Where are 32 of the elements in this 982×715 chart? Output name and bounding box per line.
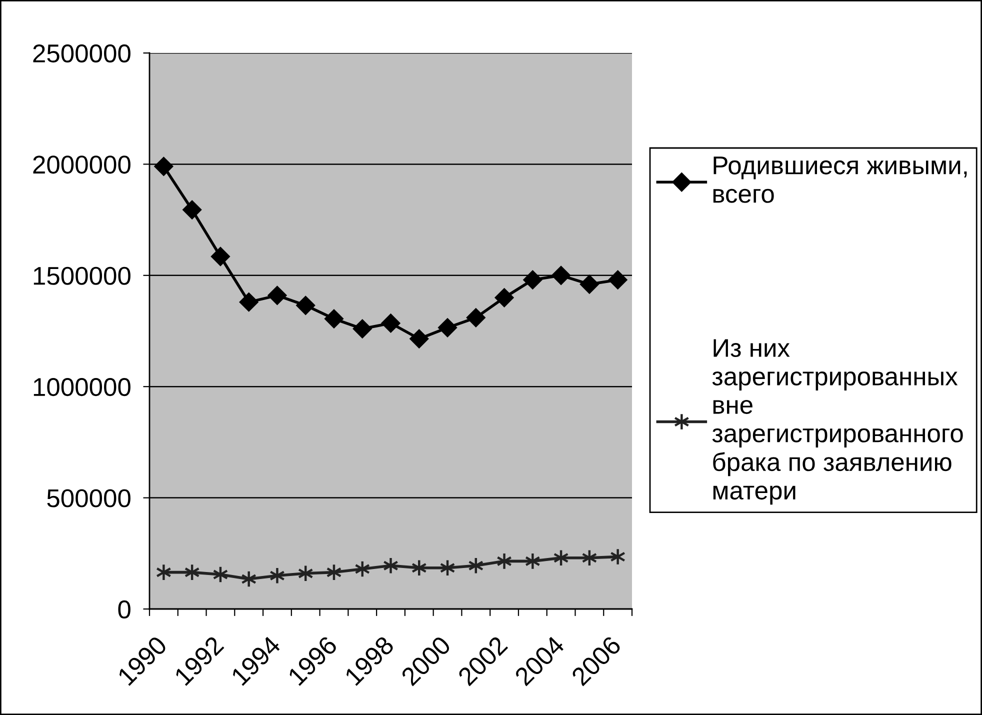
- legend-label: Из них зарегистрированных вне зарегистрированного брака по заявлению матери: [712, 339, 963, 505]
- point: [268, 286, 287, 305]
- y-tick-label: 500000: [47, 489, 130, 508]
- point: [466, 308, 486, 328]
- point: [182, 200, 202, 220]
- point: [523, 270, 542, 290]
- point: [608, 270, 628, 290]
- point: [494, 288, 514, 308]
- point: [296, 296, 316, 315]
- legend-label: Родившиеся живыми, всего: [713, 156, 967, 203]
- point: [410, 329, 429, 348]
- point: [324, 309, 344, 328]
- point: [383, 556, 398, 574]
- y-tick-label: 1500000: [34, 266, 130, 285]
- point: [610, 548, 626, 566]
- point: [552, 266, 571, 285]
- point: [381, 314, 400, 333]
- point: [524, 552, 540, 570]
- point: [156, 564, 172, 582]
- point: [241, 570, 257, 588]
- y-tick-label: 0: [118, 600, 130, 619]
- point: [580, 274, 599, 294]
- point: [210, 246, 230, 266]
- point: [239, 292, 258, 312]
- point: [154, 156, 174, 176]
- y-tick-label: 1000000: [34, 378, 130, 396]
- point: [438, 318, 458, 338]
- point: [352, 319, 372, 338]
- point: [496, 552, 512, 570]
- point: [269, 566, 285, 584]
- y-tick-label: 2500000: [33, 44, 130, 63]
- y-tick-label: 2000000: [33, 156, 130, 174]
